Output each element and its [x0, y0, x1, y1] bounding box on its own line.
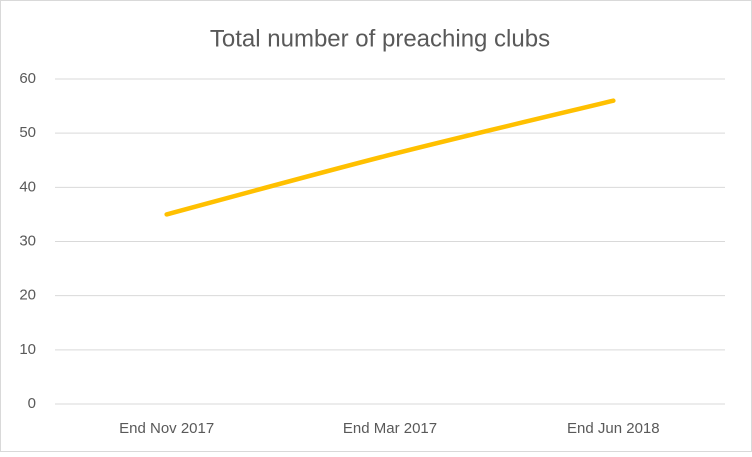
- y-tick-label: 60: [19, 70, 36, 87]
- data-line: [164, 98, 616, 217]
- x-tick-label: End Mar 2017: [343, 420, 437, 437]
- x-tick-label: End Jun 2018: [567, 420, 660, 437]
- y-tick-label: 50: [19, 124, 36, 141]
- y-tick-label: 30: [19, 232, 36, 249]
- y-tick-label: 0: [28, 395, 36, 412]
- y-tick-label: 10: [19, 341, 36, 358]
- y-tick-label: 20: [19, 287, 36, 304]
- chart-title: Total number of preaching clubs: [210, 25, 550, 52]
- x-tick-label: End Nov 2017: [119, 420, 214, 437]
- y-tick-label: 40: [19, 178, 36, 195]
